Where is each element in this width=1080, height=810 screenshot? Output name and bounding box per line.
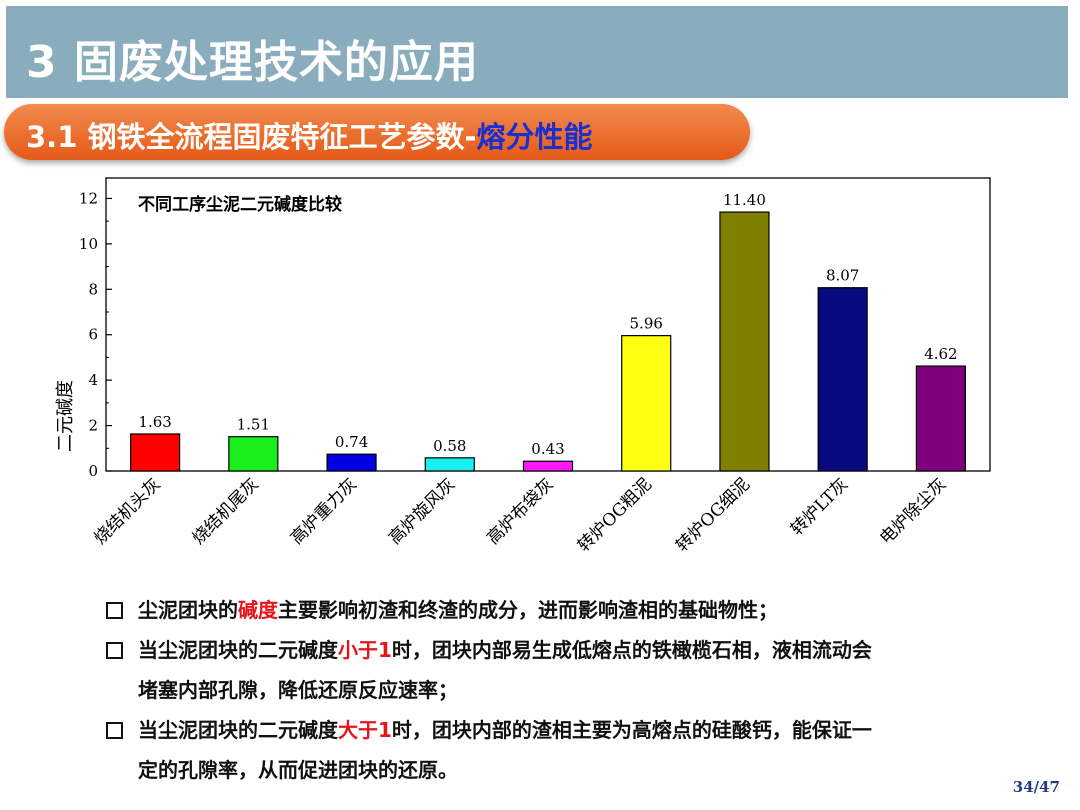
- x-category-label: 烧结机尾灰: [189, 474, 263, 548]
- bullet-item: 当尘泥团块的二元碱度小于1时，团块内部易生成低熔点的铁橄榄石相，液相流动会堵塞内…: [100, 630, 1060, 710]
- page-title: 3 固废处理技术的应用: [26, 37, 479, 88]
- bar: [621, 335, 672, 472]
- y-tick-label: 8: [88, 280, 98, 298]
- bar-value-label: 8.07: [826, 267, 859, 285]
- bar: [719, 211, 770, 472]
- bullet-text: 当尘泥团块的二元碱度: [138, 638, 338, 662]
- bullet-item: 尘泥团块的碱度主要影响初渣和终渣的成分，进而影响渣相的基础物性；: [100, 590, 1060, 630]
- section-title-highlight: 熔分性能: [476, 120, 593, 154]
- y-tick-label: 2: [88, 417, 98, 435]
- x-category-label: 烧结机头灰: [90, 474, 164, 548]
- bar-value-label: 0.58: [433, 437, 466, 455]
- bar-value-label: 0.74: [335, 433, 368, 451]
- bar-value-label: 11.40: [723, 191, 766, 209]
- emphasis-text: 碱度: [238, 598, 278, 622]
- section-banner: 3.1 钢铁全流程固废特征工艺参数-熔分性能: [4, 104, 750, 160]
- bullet-text: 主要影响初渣和终渣的成分，进而影响渣相的基础物性；: [278, 598, 778, 622]
- square-bullet-icon: [106, 722, 123, 739]
- header-bar: 3 固废处理技术的应用: [6, 6, 1068, 98]
- bullet-text: 时，团块内部易生成低熔点的铁橄榄石相，液相流动会: [391, 638, 872, 662]
- emphasis-text: 大于1: [338, 718, 392, 742]
- y-axis-label: 二元碱度: [55, 380, 76, 452]
- y-tick-label: 10: [79, 235, 98, 253]
- basicity-bar-chart: 不同工序尘泥二元碱度比较 二元碱度 0 2 4 6 8 10 12 1.63 烧结机头灰 1.51…: [55, 177, 991, 556]
- bar-value-label: 1.51: [237, 416, 270, 434]
- x-category-label: 转炉LT灰: [787, 474, 852, 539]
- bar: [424, 457, 475, 472]
- x-category-label: 高炉重力灰: [287, 474, 361, 548]
- section-title-main: 3.1 钢铁全流程固废特征工艺参数-: [26, 120, 477, 154]
- bullet-text: 当尘泥团块的二元碱度: [138, 718, 338, 742]
- bullet-text-continued: 定的孔隙率，从而促进团块的还原。: [138, 758, 458, 782]
- square-bullet-icon: [106, 602, 123, 619]
- x-category-label: 高炉旋风灰: [385, 474, 459, 548]
- bar: [130, 433, 181, 472]
- bar-value-label: 0.43: [531, 440, 564, 458]
- bar: [228, 436, 279, 472]
- chart-title: 不同工序尘泥二元碱度比较: [138, 194, 342, 215]
- bar-value-label: 4.62: [924, 345, 957, 363]
- page-number: 34/47: [1012, 778, 1060, 796]
- bar-value-label: 1.63: [138, 413, 171, 431]
- bullet-item: 当尘泥团块的二元碱度大于1时，团块内部的渣相主要为高熔点的硅酸钙，能保证一定的孔…: [100, 710, 1060, 790]
- bar: [326, 453, 377, 472]
- x-category-label: 电炉除尘灰: [876, 474, 950, 548]
- y-tick-label: 4: [88, 371, 98, 389]
- emphasis-text: 小于1: [338, 638, 392, 662]
- x-category-label: 转炉OG细泥: [672, 474, 754, 556]
- x-category-label: 高炉布袋灰: [483, 474, 557, 548]
- bar: [817, 287, 868, 472]
- bullet-list: 尘泥团块的碱度主要影响初渣和终渣的成分，进而影响渣相的基础物性； 当尘泥团块的二元…: [100, 590, 1060, 790]
- x-category-label: 转炉OG粗泥: [574, 474, 656, 556]
- section-title: 3.1 钢铁全流程固废特征工艺参数-熔分性能: [26, 114, 593, 156]
- bar: [522, 460, 574, 472]
- y-tick-label: 12: [79, 189, 98, 207]
- y-tick-label: 0: [88, 462, 98, 480]
- bullet-text: 尘泥团块的: [138, 598, 238, 622]
- bullet-text-continued: 堵塞内部孔隙，降低还原反应速率；: [138, 678, 458, 702]
- bar-value-label: 5.96: [630, 315, 663, 333]
- bullet-text: 时，团块内部的渣相主要为高熔点的硅酸钙，能保证一: [391, 718, 872, 742]
- square-bullet-icon: [106, 642, 123, 659]
- bar: [915, 365, 966, 472]
- y-tick-label: 6: [88, 326, 98, 344]
